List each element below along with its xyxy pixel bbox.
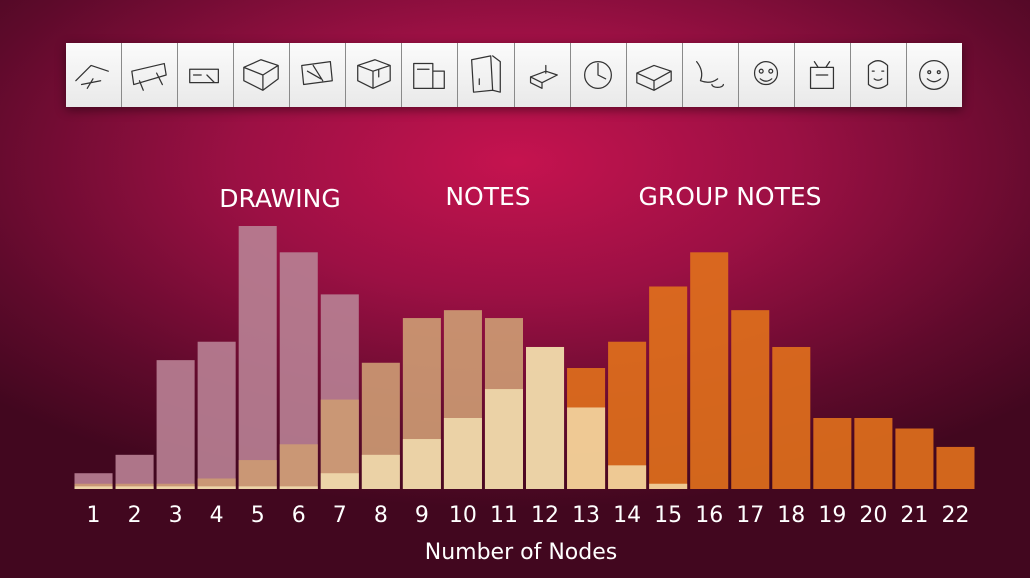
sketch-icon-3 [178,43,235,107]
bar-overlap-5 [238,486,277,489]
sketch-icon-13 [738,43,795,107]
x-tick-6: 6 [292,503,306,528]
x-tick-15: 15 [654,503,682,528]
bar-group-notes-20 [854,417,893,489]
bar-drawing-3 [156,360,195,489]
group-label-drawing: DRAWING [219,184,341,213]
x-tick-12: 12 [531,503,559,528]
bar-group-notes-19 [813,417,852,489]
bar-overlap-12 [526,346,565,489]
sketch-icon-6 [346,43,403,107]
sketch-icon-8 [458,43,515,107]
x-tick-10: 10 [449,503,477,528]
x-tick-17: 17 [736,503,764,528]
bar-group-notes-17 [731,310,770,489]
bar-drawing-2 [115,454,154,489]
x-tick-20: 20 [859,503,887,528]
bar-overlap-2 [115,486,154,489]
bar-overlap-4 [197,486,236,489]
bar-group-notes-14 [608,341,647,489]
sketch-icon-4 [234,43,291,107]
bar-overlap-9 [402,439,441,489]
group-label-notes: NOTES [445,182,530,211]
bar-overlap-11 [484,389,523,489]
sketch-icon-5 [290,43,347,107]
bar-overlap-7 [320,473,359,489]
x-tick-22: 22 [941,503,969,528]
x-tick-labels: 1 2 3 4 5 6 7 8 9 10 11 12 13 14 15 16 17 18 19 20 21 22 [87,503,970,528]
sketch-icon-9 [514,43,571,107]
bar-overlap-14 [608,465,647,489]
x-tick-4: 4 [210,503,224,528]
sketch-icon-10 [570,43,627,107]
x-tick-14: 14 [613,503,641,528]
bar-overlap-8 [361,454,400,489]
bars-layer [74,226,975,489]
sketch-icon-7 [402,43,459,107]
bar-drawing-5 [238,226,277,489]
bar-drawing-4 [197,341,236,489]
bar-group-notes-22 [936,446,975,489]
bar-group-notes-15 [649,286,688,489]
sketch-icon-11 [626,43,683,107]
x-tick-18: 18 [777,503,805,528]
x-tick-7: 7 [333,503,347,528]
x-tick-21: 21 [900,503,928,528]
sketch-icon-16 [906,43,962,107]
group-label-group-notes: GROUP NOTES [638,182,821,211]
group-labels: DRAWING NOTES GROUP NOTES [219,182,821,213]
sketch-icon-1 [66,43,123,107]
bar-overlap-3 [156,486,195,489]
sketch-icon-15 [850,43,907,107]
x-tick-19: 19 [818,503,846,528]
bar-overlap-6 [279,486,318,489]
x-tick-1: 1 [87,503,101,528]
bar-group-notes-18 [772,346,811,489]
sketch-icon-12 [682,43,739,107]
bar-notes-6 [279,444,318,489]
x-tick-16: 16 [695,503,723,528]
bar-overlap-1 [74,486,113,489]
x-tick-11: 11 [490,503,518,528]
bar-overlap-13 [567,407,606,489]
x-tick-3: 3 [169,503,183,528]
sketch-filmstrip [66,43,962,107]
x-tick-9: 9 [415,503,429,528]
bar-overlap-15 [649,483,688,489]
sketch-icon-14 [794,43,851,107]
x-axis-label: Number of Nodes [425,540,617,565]
x-tick-2: 2 [128,503,142,528]
x-tick-5: 5 [251,503,265,528]
bar-group-notes-16 [690,252,729,489]
bar-overlap-10 [443,417,482,489]
x-tick-13: 13 [572,503,600,528]
bar-notes-4 [197,478,236,489]
bar-group-notes-21 [895,428,934,489]
x-tick-8: 8 [374,503,388,528]
bar-notes-5 [238,460,277,489]
sketch-icon-2 [122,43,179,107]
